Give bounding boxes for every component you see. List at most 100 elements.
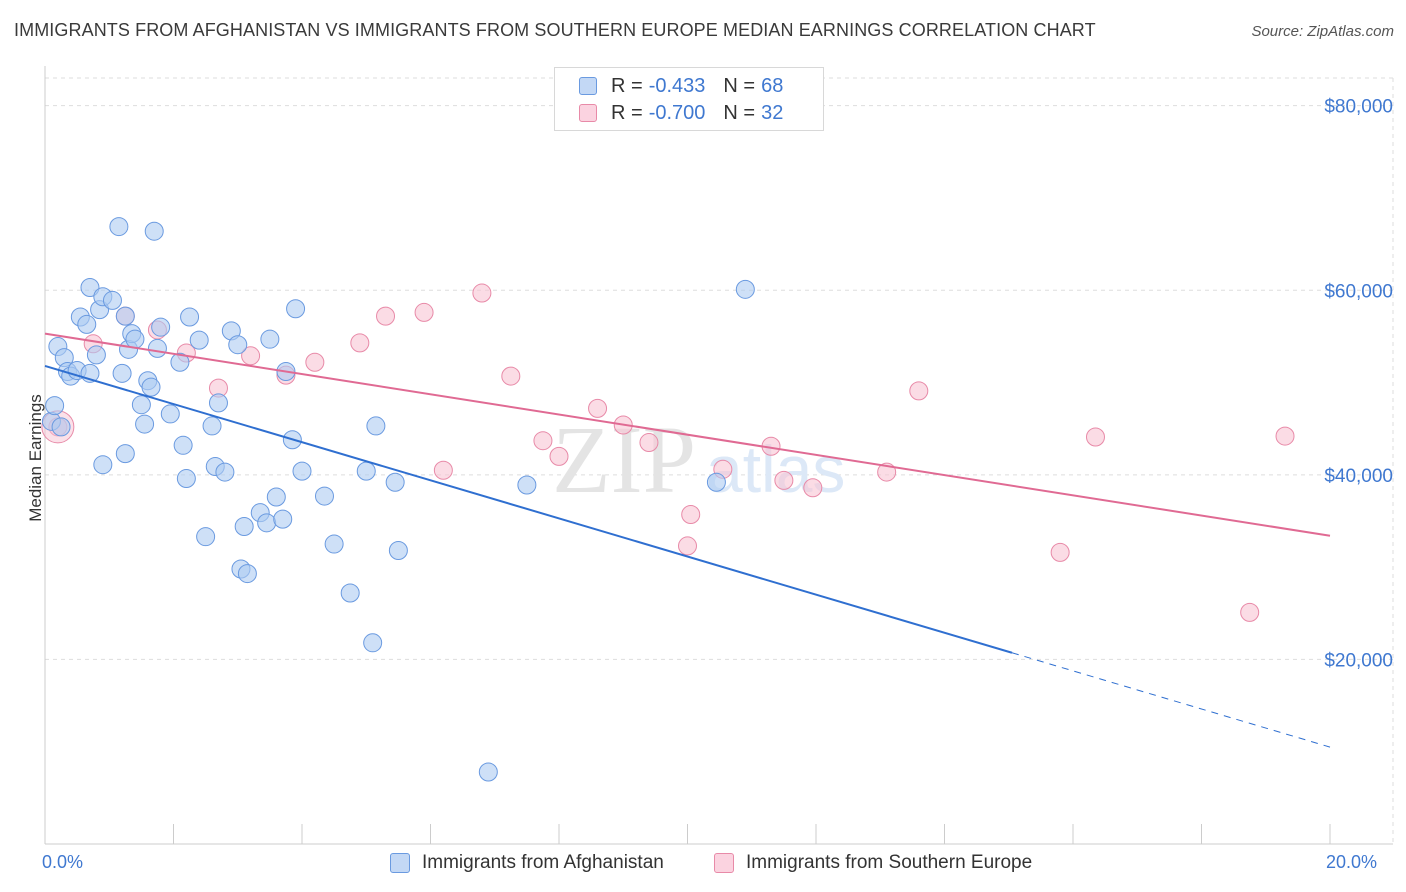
point-southern-europe bbox=[501, 366, 521, 386]
point-southern-europe bbox=[678, 536, 697, 556]
point-afghanistan bbox=[102, 290, 122, 310]
point-afghanistan bbox=[109, 217, 129, 237]
chart-title: IMMIGRANTS FROM AFGHANISTAN VS IMMIGRANT… bbox=[14, 20, 1096, 40]
legend-n-label: N = bbox=[723, 74, 756, 97]
point-southern-europe bbox=[549, 446, 569, 466]
point-afghanistan bbox=[141, 377, 161, 397]
point-southern-europe bbox=[803, 478, 823, 498]
point-southern-europe bbox=[1275, 426, 1295, 446]
point-afghanistan bbox=[237, 564, 257, 584]
trend-line-solid bbox=[44, 364, 1013, 654]
legend-swatch-southern-europe bbox=[579, 104, 597, 122]
bottom-legend-southern-europe: Immigrants from Southern Europe bbox=[714, 852, 1032, 874]
point-southern-europe bbox=[1085, 427, 1105, 447]
point-afghanistan bbox=[314, 486, 334, 506]
bottom-legend-label-southern-europe: Immigrants from Southern Europe bbox=[746, 852, 1033, 873]
bottom-legend-afghanistan: Immigrants from Afghanistan bbox=[390, 852, 664, 874]
legend-row-southern-europe: R = -0.700 N = 32 bbox=[579, 100, 783, 126]
point-afghanistan bbox=[173, 435, 193, 455]
correlation-legend: R = -0.433 N = 68 R = -0.700 N = 32 bbox=[554, 67, 824, 131]
point-afghanistan bbox=[292, 461, 312, 481]
point-afghanistan bbox=[215, 462, 235, 482]
point-afghanistan bbox=[115, 306, 135, 326]
point-afghanistan bbox=[189, 330, 209, 350]
point-afghanistan bbox=[51, 417, 71, 437]
point-afghanistan bbox=[160, 404, 180, 424]
point-afghanistan bbox=[735, 279, 755, 299]
x-tick-max: 20.0% bbox=[1326, 852, 1378, 872]
point-southern-europe bbox=[414, 302, 434, 322]
point-afghanistan bbox=[266, 487, 286, 507]
point-afghanistan bbox=[234, 517, 254, 537]
point-southern-europe bbox=[305, 352, 325, 372]
point-southern-europe bbox=[1240, 602, 1260, 622]
point-afghanistan bbox=[196, 527, 216, 547]
point-afghanistan bbox=[93, 455, 113, 475]
legend-r-label: R = bbox=[611, 74, 643, 97]
point-southern-europe bbox=[588, 398, 608, 418]
point-afghanistan bbox=[125, 329, 145, 349]
trend-line-dashed bbox=[1011, 652, 1331, 748]
point-afghanistan bbox=[86, 345, 106, 365]
source-label: Source: ZipAtlas.com bbox=[1251, 23, 1394, 40]
point-southern-europe bbox=[533, 431, 553, 451]
y-tick-label: $80,000 bbox=[1324, 97, 1393, 118]
point-afghanistan bbox=[706, 472, 726, 492]
trend-lines bbox=[44, 332, 1331, 748]
y-tick-label: $60,000 bbox=[1324, 281, 1393, 302]
point-afghanistan bbox=[478, 762, 498, 782]
point-afghanistan bbox=[45, 396, 65, 416]
bottom-legend-swatch-southern-europe bbox=[714, 853, 734, 873]
point-afghanistan bbox=[170, 352, 190, 372]
y-tick-label: $20,000 bbox=[1324, 650, 1393, 671]
point-afghanistan bbox=[180, 307, 200, 327]
point-southern-europe bbox=[1050, 542, 1070, 562]
legend-swatch-afghanistan bbox=[579, 77, 597, 95]
legend-n-value: 68 bbox=[761, 74, 784, 97]
point-southern-europe bbox=[639, 433, 659, 453]
point-afghanistan bbox=[176, 469, 196, 489]
point-southern-europe bbox=[681, 505, 701, 525]
y-tick-labels: $20,000 $40,000 $60,000 $80,000 bbox=[1324, 97, 1393, 672]
point-afghanistan bbox=[273, 509, 293, 529]
point-afghanistan bbox=[385, 472, 405, 492]
point-afghanistan bbox=[147, 338, 167, 358]
point-southern-europe bbox=[376, 306, 396, 326]
point-afghanistan bbox=[324, 534, 344, 554]
y-tick-label: $40,000 bbox=[1324, 466, 1393, 487]
point-afghanistan bbox=[366, 416, 386, 436]
point-afghanistan bbox=[340, 583, 360, 603]
axes bbox=[44, 66, 1393, 845]
trend-line bbox=[44, 332, 1331, 537]
y-axis-label: Median Earnings bbox=[26, 394, 45, 522]
point-afghanistan bbox=[115, 444, 135, 464]
point-afghanistan bbox=[135, 414, 155, 434]
point-afghanistan bbox=[77, 314, 97, 334]
point-southern-europe bbox=[350, 333, 370, 353]
point-afghanistan bbox=[260, 329, 280, 349]
bottom-legend-label-afghanistan: Immigrants from Afghanistan bbox=[422, 852, 664, 873]
point-afghanistan bbox=[202, 416, 222, 436]
bottom-legend-swatch-afghanistan bbox=[390, 853, 410, 873]
point-southern-europe bbox=[433, 460, 453, 480]
legend-r-label: R = bbox=[611, 101, 643, 124]
point-afghanistan bbox=[80, 277, 100, 297]
legend-r-value: -0.433 bbox=[648, 74, 706, 97]
point-afghanistan bbox=[151, 317, 171, 337]
x-tick-min: 0.0% bbox=[42, 852, 84, 872]
legend-n-label: N = bbox=[723, 101, 756, 124]
point-afghanistan bbox=[286, 299, 306, 319]
point-afghanistan bbox=[363, 633, 383, 653]
point-afghanistan bbox=[517, 475, 537, 495]
point-southern-europe bbox=[774, 470, 794, 490]
point-afghanistan bbox=[144, 221, 164, 241]
legend-n-value: 32 bbox=[761, 101, 784, 124]
point-afghanistan bbox=[208, 393, 228, 413]
point-afghanistan bbox=[131, 395, 151, 415]
legend-row-afghanistan: R = -0.433 N = 68 bbox=[579, 73, 783, 99]
point-southern-europe bbox=[241, 346, 261, 366]
point-afghanistan bbox=[257, 513, 277, 533]
point-afghanistan bbox=[388, 541, 408, 561]
point-afghanistan bbox=[228, 335, 248, 355]
